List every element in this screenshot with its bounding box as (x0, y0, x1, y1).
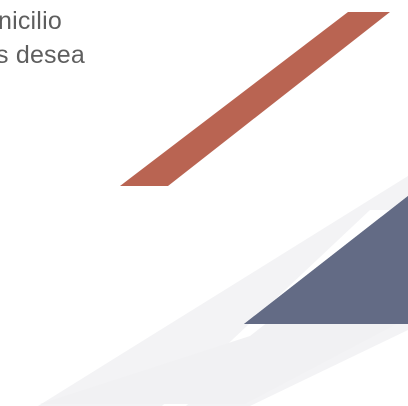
red-diagonal-stripe (120, 12, 390, 186)
text-fragment: nicilio s desea (0, 4, 85, 72)
text-line-1: nicilio (0, 7, 62, 35)
gray-shadow-band-lower (40, 212, 408, 404)
text-line-2: s desea (0, 41, 85, 69)
blue-diagonal-band-main (244, 26, 408, 324)
